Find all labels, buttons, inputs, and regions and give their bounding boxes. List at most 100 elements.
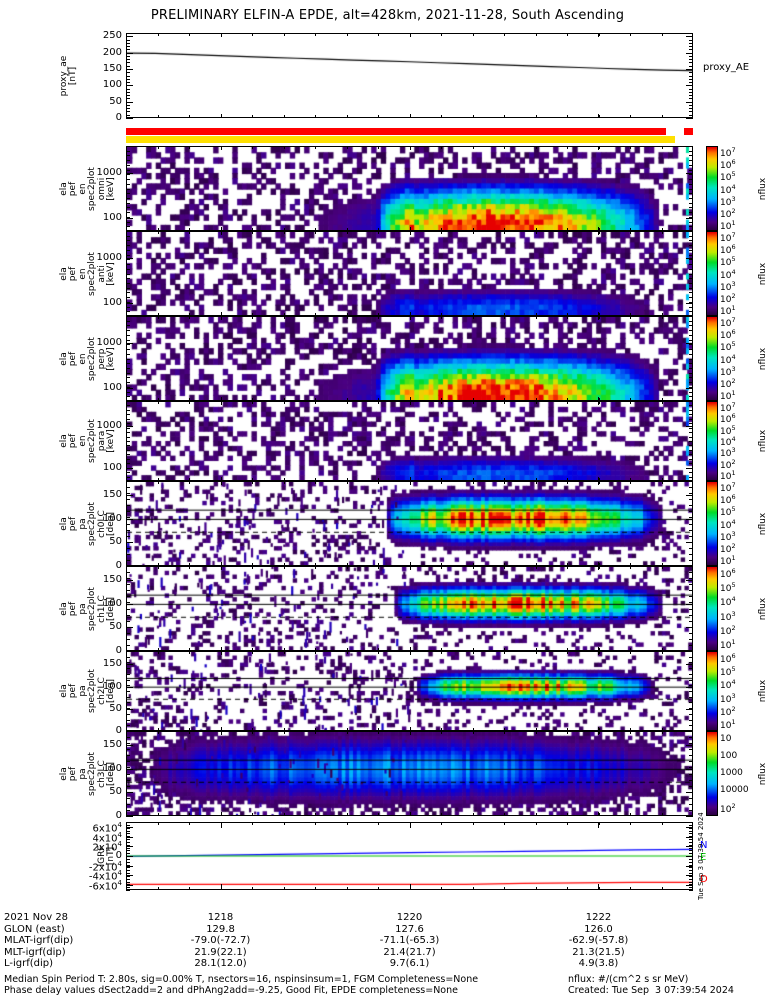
x-minor-tick (535, 115, 537, 118)
x-minor-tick (220, 887, 222, 890)
x-minor-tick (252, 728, 253, 731)
minor-tick (689, 193, 693, 195)
minor-tick (126, 668, 130, 670)
minor-tick (126, 596, 130, 598)
y-tick-label: 200 (102, 46, 122, 58)
y-tick-label: 1000 (96, 420, 122, 432)
minor-tick (126, 164, 130, 166)
minor-tick (689, 33, 693, 34)
colorbar (706, 731, 718, 816)
minor-tick (689, 320, 693, 322)
minor-tick (126, 867, 130, 869)
x-minor-tick (315, 231, 316, 234)
xtable-row-label: GLON (east) (4, 923, 65, 935)
minor-tick (689, 632, 693, 634)
igrf-legend-E: E (700, 852, 707, 863)
x-minor-tick (283, 731, 285, 734)
x-minor-tick (189, 813, 190, 816)
minor-tick (126, 349, 130, 351)
x-minor-tick (441, 478, 442, 481)
minor-tick (689, 523, 693, 525)
x-minor-tick (661, 813, 663, 816)
x-minor-tick (315, 651, 316, 654)
minor-tick (126, 62, 130, 64)
minor-tick (126, 816, 130, 817)
y-tick (126, 542, 133, 544)
x-minor-tick (315, 33, 316, 36)
minor-tick (126, 268, 130, 270)
y-tick-label: 150 (102, 658, 122, 670)
minor-tick (126, 297, 130, 299)
spectrogram-canvas (127, 402, 692, 480)
minor-tick (689, 761, 693, 763)
x-minor-tick (630, 228, 631, 231)
x-minor-tick (252, 401, 253, 404)
x-minor-tick (252, 316, 253, 319)
panel-ela_pef_en_spec2plot_para (126, 401, 693, 481)
x-minor-tick (315, 887, 316, 890)
x-minor-tick (472, 231, 474, 234)
minor-tick (126, 467, 130, 469)
x-minor-tick (630, 651, 631, 654)
minor-tick (126, 396, 130, 398)
minor-tick (689, 668, 693, 670)
x-minor-tick (441, 651, 442, 654)
minor-tick (126, 405, 130, 407)
minor-tick (126, 572, 130, 574)
x-minor-tick (315, 228, 316, 231)
xtable-cell: 4.9(3.8) (578, 958, 619, 970)
minor-tick (689, 620, 693, 622)
colorbar (706, 401, 718, 481)
minor-tick (689, 114, 693, 116)
x-minor-tick (346, 398, 348, 401)
x-minor-tick (504, 648, 505, 651)
y-tick-label: 0 (115, 725, 122, 736)
x-minor-tick (189, 887, 190, 890)
x-minor-tick (220, 231, 222, 234)
colorbar-tick-label: 107 (720, 231, 736, 245)
x-minor-tick (535, 728, 537, 731)
x-minor-tick (283, 822, 285, 825)
x-minor-tick (378, 231, 379, 234)
minor-tick (126, 197, 130, 199)
y-tick (686, 342, 693, 344)
x-minor-tick (535, 401, 537, 404)
x-minor-tick (315, 563, 316, 566)
x-minor-tick (283, 146, 285, 149)
y-tick (126, 217, 133, 219)
x-minor-tick (535, 398, 537, 401)
colorbar-tick-label: 103 (720, 529, 736, 543)
minor-tick (126, 339, 130, 341)
minor-tick (689, 803, 693, 805)
x-minor-tick (504, 813, 505, 816)
minor-tick (126, 382, 130, 384)
x-minor-tick (598, 481, 600, 484)
y-tick (686, 865, 693, 867)
minor-tick (126, 547, 130, 549)
minor-tick (126, 626, 130, 628)
minor-tick (126, 68, 130, 70)
y-tick (686, 257, 693, 259)
minor-tick (126, 839, 130, 840)
x-minor-tick (441, 728, 442, 731)
minor-tick (689, 861, 693, 863)
x-minor-tick (378, 398, 379, 401)
x-minor-tick (441, 398, 442, 401)
minor-tick (126, 320, 130, 322)
minor-tick (689, 235, 693, 237)
colorbar-axis-label: nflux (758, 679, 768, 703)
x-minor-tick (283, 651, 285, 654)
minor-tick (689, 101, 693, 103)
colorbar-tick-label: 104 (720, 352, 736, 366)
line-canvas (127, 823, 692, 889)
minor-tick (126, 363, 130, 365)
x-minor-tick (409, 228, 411, 231)
x-minor-tick (220, 115, 222, 118)
y-tick (686, 387, 693, 389)
minor-tick (126, 890, 130, 891)
minor-tick (689, 743, 693, 745)
footer-right-line2: Created: Tue Sep 3 07:39:54 2024 (568, 985, 734, 996)
x-minor-tick (189, 481, 190, 484)
minor-tick (126, 505, 130, 507)
xtable-cell: -62.9(-57.8) (568, 935, 629, 947)
